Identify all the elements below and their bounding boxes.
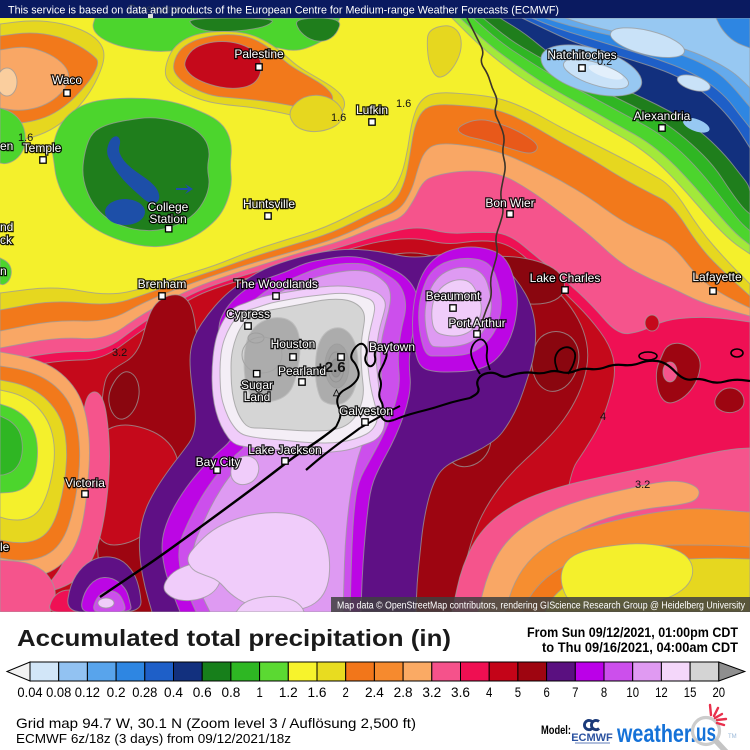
svg-text:Sugar: Sugar bbox=[241, 378, 273, 392]
svg-text:Temple: Temple bbox=[23, 141, 62, 155]
svg-text:0.4: 0.4 bbox=[164, 684, 183, 700]
svg-text:Huntsville: Huntsville bbox=[243, 197, 295, 211]
svg-text:1.6: 1.6 bbox=[308, 684, 327, 700]
svg-text:0.08: 0.08 bbox=[46, 684, 71, 700]
svg-text:le: le bbox=[0, 540, 10, 554]
svg-text:Baytown: Baytown bbox=[369, 340, 415, 354]
svg-text:6: 6 bbox=[543, 684, 549, 700]
svg-text:+2.6: +2.6 bbox=[316, 359, 346, 376]
svg-text:3.2: 3.2 bbox=[422, 684, 441, 700]
svg-text:Palestine: Palestine bbox=[234, 47, 284, 61]
svg-text:weather.: weather. bbox=[616, 720, 696, 748]
svg-text:Victoria: Victoria bbox=[65, 476, 105, 490]
svg-text:Station: Station bbox=[149, 212, 186, 226]
svg-text:Map data © OpenStreetMap contr: Map data © OpenStreetMap contributors, r… bbox=[337, 601, 745, 612]
svg-text:From Sun 09/12/2021, 01:00pm C: From Sun 09/12/2021, 01:00pm CDT bbox=[527, 625, 739, 640]
svg-text:1.2: 1.2 bbox=[279, 684, 298, 700]
svg-text:0.04: 0.04 bbox=[17, 684, 42, 700]
svg-text:Galveston: Galveston bbox=[339, 404, 393, 418]
svg-text:ECMWF 6z/18z (3 days) from 09: ECMWF 6z/18z (3 days) from 09/12/2021/18… bbox=[16, 731, 291, 746]
svg-text:3.2: 3.2 bbox=[112, 347, 127, 359]
svg-text:0.6: 0.6 bbox=[193, 684, 212, 700]
svg-text:us: us bbox=[696, 719, 716, 747]
svg-text:Grid map 94.7 W, 30.1 N (Zoom: Grid map 94.7 W, 30.1 N (Zoom level 3 / … bbox=[16, 715, 416, 731]
svg-text:2: 2 bbox=[343, 684, 349, 700]
svg-text:0.8: 0.8 bbox=[221, 684, 240, 700]
svg-text:0.28: 0.28 bbox=[132, 684, 157, 700]
svg-text:3.2: 3.2 bbox=[635, 479, 650, 491]
svg-text:nd: nd bbox=[0, 220, 13, 234]
svg-text:Brenham: Brenham bbox=[138, 277, 187, 291]
svg-text:Natchitoches: Natchitoches bbox=[547, 48, 616, 62]
svg-text:10: 10 bbox=[626, 684, 639, 700]
svg-text:ECMWF: ECMWF bbox=[571, 732, 613, 744]
svg-text:1.6: 1.6 bbox=[396, 98, 411, 110]
svg-text:0.2: 0.2 bbox=[107, 684, 126, 700]
svg-text:20: 20 bbox=[713, 684, 726, 700]
svg-text:Pearland: Pearland bbox=[278, 364, 326, 378]
svg-text:15: 15 bbox=[684, 684, 697, 700]
svg-text:Lake Charles: Lake Charles bbox=[530, 271, 601, 285]
svg-text:n: n bbox=[0, 264, 7, 278]
svg-text:1.6: 1.6 bbox=[18, 132, 33, 144]
svg-text:en: en bbox=[0, 139, 13, 153]
svg-text:to Thu 09/16/2021, 04:00am CDT: to Thu 09/16/2021, 04:00am CDT bbox=[542, 640, 739, 655]
svg-text:Cypress: Cypress bbox=[226, 307, 270, 321]
svg-text:7: 7 bbox=[572, 684, 578, 700]
svg-text:2.8: 2.8 bbox=[394, 684, 413, 700]
svg-text:Model:: Model: bbox=[541, 723, 571, 737]
svg-text:College: College bbox=[148, 200, 189, 214]
svg-text:12: 12 bbox=[655, 684, 668, 700]
svg-text:4: 4 bbox=[486, 684, 492, 700]
svg-text:1: 1 bbox=[256, 684, 262, 700]
svg-text:Bon Wier: Bon Wier bbox=[485, 196, 534, 210]
svg-text:Lufkin: Lufkin bbox=[356, 103, 388, 117]
svg-text:The Woodlands: The Woodlands bbox=[234, 277, 318, 291]
svg-text:Waco: Waco bbox=[52, 73, 83, 87]
svg-text:Port Arthur: Port Arthur bbox=[448, 316, 505, 330]
svg-text:3.6: 3.6 bbox=[451, 684, 470, 700]
svg-text:1.6: 1.6 bbox=[331, 112, 346, 124]
svg-text:4: 4 bbox=[600, 411, 606, 423]
svg-text:This service is based on data: This service is based on data and produc… bbox=[8, 5, 559, 17]
svg-text:Corsicana: Corsicana bbox=[127, 2, 181, 16]
svg-text:0.2: 0.2 bbox=[597, 56, 612, 68]
svg-text:Lake Jackson: Lake Jackson bbox=[248, 443, 321, 457]
svg-text:0.12: 0.12 bbox=[75, 684, 100, 700]
svg-text:Bay City: Bay City bbox=[196, 455, 241, 469]
svg-text:ck: ck bbox=[0, 233, 13, 247]
svg-text:2.4: 2.4 bbox=[365, 684, 384, 700]
svg-text:8: 8 bbox=[601, 684, 607, 700]
svg-text:△: △ bbox=[332, 387, 341, 397]
svg-text:Houston: Houston bbox=[271, 337, 316, 351]
svg-text:Alexandria: Alexandria bbox=[634, 109, 691, 123]
svg-text:Land: Land bbox=[244, 390, 271, 404]
svg-text:5: 5 bbox=[515, 684, 521, 700]
svg-text:Beaumont: Beaumont bbox=[426, 289, 481, 303]
svg-text:Lafayette: Lafayette bbox=[692, 270, 742, 284]
svg-text:Accumulated total precipitatio: Accumulated total precipitation (in) bbox=[17, 625, 451, 651]
svg-text:TM: TM bbox=[728, 734, 737, 740]
